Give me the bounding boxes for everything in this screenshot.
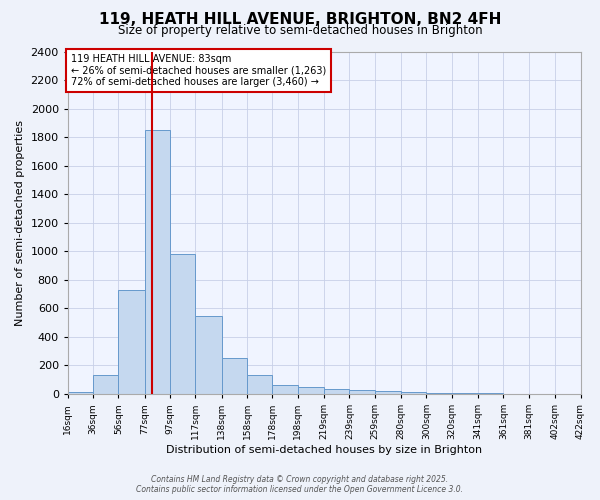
Bar: [247, 376, 272, 394]
Bar: [196, 316, 222, 394]
Bar: [349, 390, 374, 394]
X-axis label: Distribution of semi-detached houses by size in Brighton: Distribution of semi-detached houses by …: [166, 445, 482, 455]
Bar: [145, 130, 170, 394]
Bar: [118, 290, 145, 394]
Bar: [272, 386, 298, 394]
Bar: [324, 389, 349, 394]
Text: Size of property relative to semi-detached houses in Brighton: Size of property relative to semi-detach…: [118, 24, 482, 37]
Bar: [93, 376, 118, 394]
Text: 119 HEATH HILL AVENUE: 83sqm
← 26% of semi-detached houses are smaller (1,263)
7: 119 HEATH HILL AVENUE: 83sqm ← 26% of se…: [71, 54, 326, 88]
Y-axis label: Number of semi-detached properties: Number of semi-detached properties: [15, 120, 25, 326]
Text: 119, HEATH HILL AVENUE, BRIGHTON, BN2 4FH: 119, HEATH HILL AVENUE, BRIGHTON, BN2 4F…: [99, 12, 501, 28]
Bar: [374, 391, 401, 394]
Bar: [222, 358, 247, 394]
Bar: [170, 254, 196, 394]
Bar: [427, 393, 452, 394]
Bar: [298, 387, 324, 394]
Text: Contains HM Land Registry data © Crown copyright and database right 2025.
Contai: Contains HM Land Registry data © Crown c…: [137, 474, 464, 494]
Bar: [68, 392, 93, 394]
Bar: [401, 392, 427, 394]
